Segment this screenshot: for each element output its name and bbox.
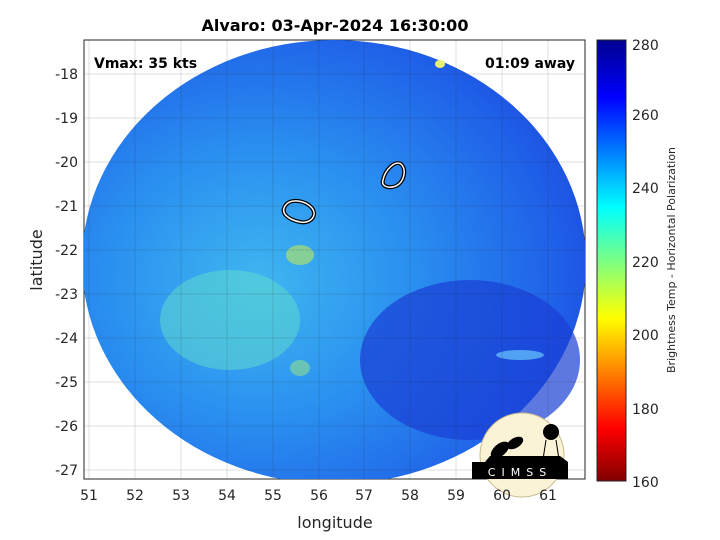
x-tick-label: 57 [355, 488, 373, 504]
logo-text: CIMSS [488, 466, 552, 479]
colorbar-ticks: 280 260 240 220 200 180 160 [632, 38, 659, 491]
time-away-label: 01:09 away [485, 56, 575, 72]
colorbar-tick-label: 200 [632, 328, 659, 344]
swath-image [84, 40, 585, 479]
x-axis-label: longitude [297, 513, 372, 532]
colorbar-tick-label: 260 [632, 108, 659, 124]
y-tick-label: -24 [55, 331, 78, 347]
y-tick-label: -19 [55, 111, 78, 127]
colorbar [596, 39, 627, 482]
x-tick-label: 52 [126, 488, 144, 504]
x-tick-label: 51 [80, 488, 98, 504]
contour-1 [281, 199, 317, 225]
y-tick-label: -26 [55, 419, 78, 435]
x-tick-label: 59 [447, 488, 465, 504]
x-tick-label: 58 [401, 488, 419, 504]
y-tick-label: -22 [55, 243, 78, 259]
y-axis: -18 -19 -20 -21 -22 -23 -24 -25 -26 -27 [55, 67, 78, 479]
y-tick-label: -21 [55, 199, 78, 215]
colorbar-label: Brightness Temp - Horizontal Polarizatio… [665, 147, 678, 373]
y-tick-label: -20 [55, 155, 78, 171]
x-tick-label: 61 [539, 488, 557, 504]
x-tick-label: 60 [493, 488, 511, 504]
y-tick-label: -25 [55, 375, 78, 391]
x-tick-label: 53 [172, 488, 190, 504]
x-axis: 51 52 53 54 55 56 57 58 59 60 61 [80, 488, 557, 504]
colorbar-tick-label: 160 [632, 475, 659, 491]
y-axis-label: latitude [27, 229, 46, 290]
y-tick-label: -23 [55, 287, 78, 303]
x-tick-label: 54 [218, 488, 236, 504]
cimss-logo: CIMSS [472, 412, 568, 498]
vmax-label: Vmax: 35 kts [94, 56, 197, 72]
colorbar-tick-label: 180 [632, 402, 659, 418]
colorbar-tick-label: 220 [632, 255, 659, 271]
x-tick-label: 56 [310, 488, 328, 504]
y-tick-label: -18 [55, 67, 78, 83]
x-tick-label: 55 [264, 488, 282, 504]
grid [84, 40, 585, 479]
plot-title: Alvaro: 03-Apr-2024 16:30:00 [202, 16, 469, 35]
colorbar-tick-label: 240 [632, 181, 659, 197]
colorbar-tick-label: 280 [632, 38, 659, 54]
contour-2 [380, 161, 407, 190]
y-tick-label: -27 [55, 463, 78, 479]
